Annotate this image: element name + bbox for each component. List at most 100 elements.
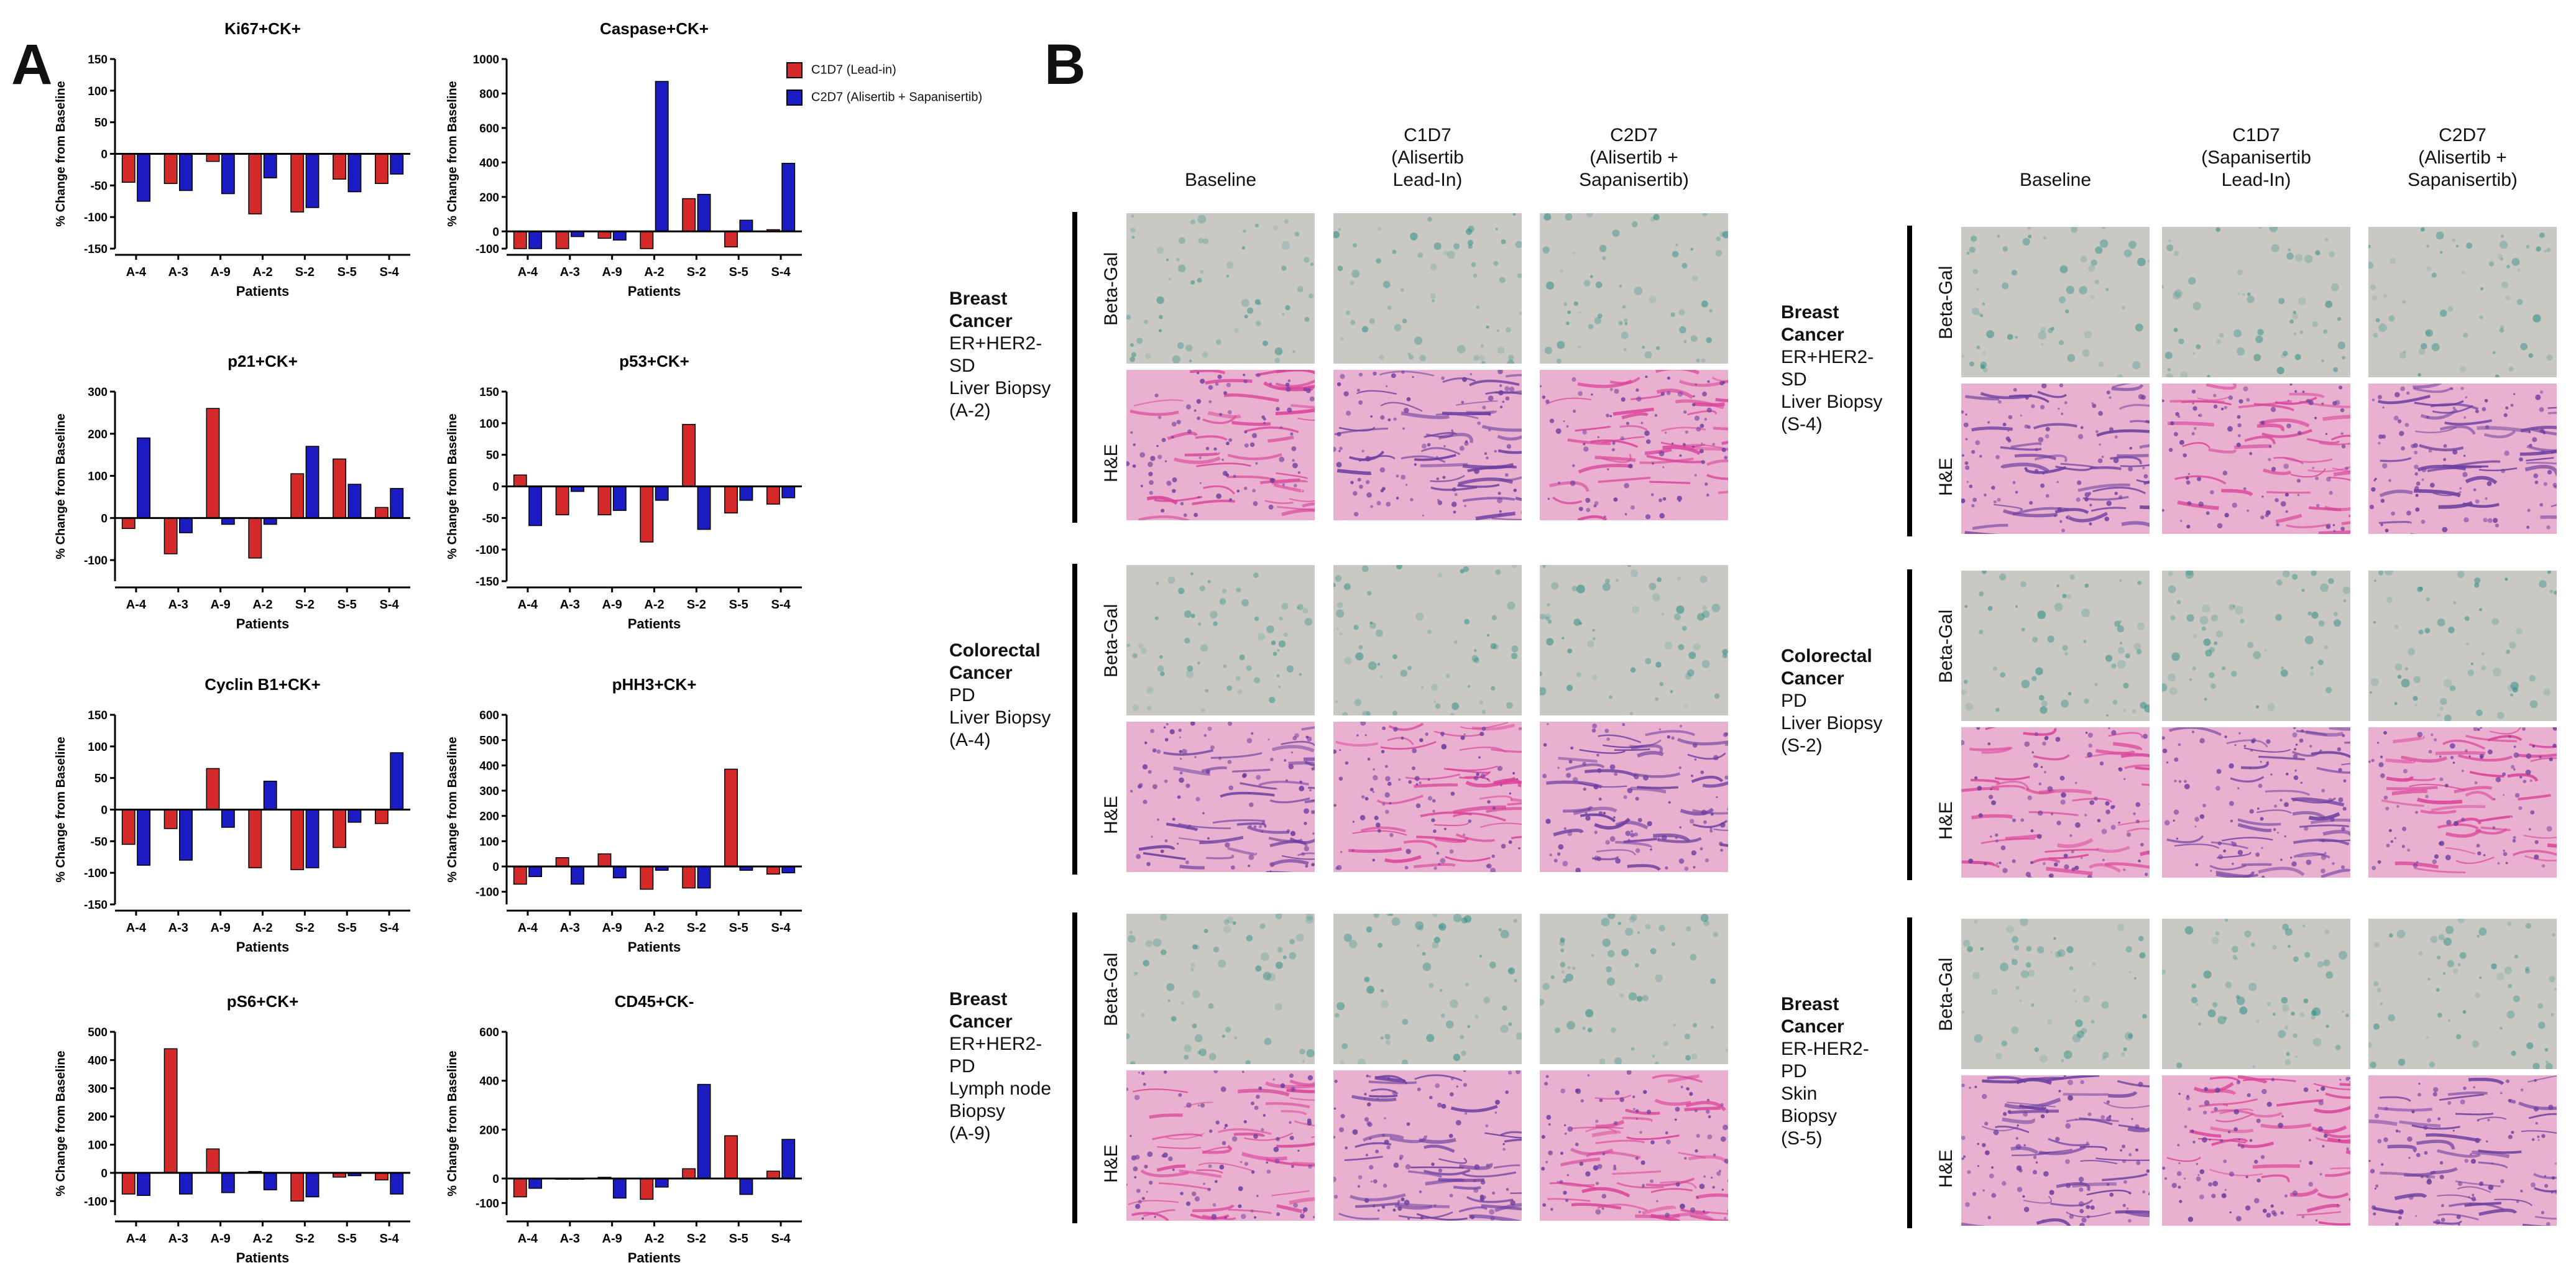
group-label: Colorectal Cancer PD Liver Biopsy (S-2) <box>1781 645 1899 757</box>
bar-c2d7 <box>179 517 193 533</box>
bar-c2d7 <box>528 1178 543 1189</box>
bar-c1d7 <box>640 866 654 890</box>
group-bracket <box>1907 569 1912 880</box>
bar-c2d7 <box>390 488 404 519</box>
bar-c2d7 <box>263 153 277 178</box>
x-tick-label: S-2 <box>295 921 315 935</box>
x-tick-label: S-5 <box>338 921 357 935</box>
y-tick-label: 100 <box>88 85 108 98</box>
group-detail: SD <box>1781 369 1807 390</box>
group-detail: PD <box>949 685 975 705</box>
bar-c1d7 <box>290 153 305 213</box>
he-micrograph <box>1333 722 1522 872</box>
y-tick-label: 400 <box>479 760 499 773</box>
y-tick-label: -100 <box>476 1197 499 1210</box>
y-tick-label: 0 <box>492 226 499 239</box>
beta-gal-micrograph <box>2162 571 2350 721</box>
bar-c1d7 <box>248 153 262 214</box>
group-title: Breast Cancer <box>1781 994 1844 1037</box>
x-tick-label: A-3 <box>168 265 188 279</box>
y-tick-label: 300 <box>479 785 499 798</box>
bar-c2d7 <box>739 1178 753 1195</box>
bar-c1d7 <box>374 1172 389 1181</box>
he-micrograph <box>2162 1075 2350 1226</box>
x-tick-label: S-2 <box>295 598 315 612</box>
bar-c1d7 <box>374 809 389 824</box>
beta-gal-micrograph <box>1961 919 2150 1069</box>
x-tick-label: A-2 <box>644 921 664 935</box>
he-micrograph <box>1961 384 2150 534</box>
he-micrograph <box>1961 727 2150 878</box>
bar-c1d7 <box>682 866 696 889</box>
beta-gal-micrograph <box>1540 213 1728 364</box>
bar-c1d7 <box>206 408 220 519</box>
legend-swatch-c2d7 <box>786 90 803 106</box>
stain-label-text: H&E <box>1936 1149 1956 1188</box>
bar-c2d7 <box>305 809 320 868</box>
he-micrograph <box>2368 384 2557 534</box>
x-tick-label: A-3 <box>168 1232 188 1246</box>
x-tick-label: S-2 <box>295 265 315 279</box>
bar-c1d7 <box>724 231 738 247</box>
y-axis-label: % Change from Baseline <box>54 1050 68 1197</box>
x-tick-label: S-2 <box>687 1232 706 1246</box>
group-detail: PD <box>1781 1061 1807 1082</box>
group-title: Breast Cancer <box>949 989 1013 1032</box>
y-tick-label: 600 <box>479 709 499 722</box>
chart-p21: p21+CK+ % Change from Baseline -100 0 100 200… <box>54 352 410 632</box>
x-tick-label: A-9 <box>602 1232 622 1246</box>
group-detail: Liver Biopsy <box>949 707 1051 728</box>
bar-c2d7 <box>612 866 627 879</box>
bar-c1d7 <box>555 857 569 867</box>
bar-c2d7 <box>781 866 796 873</box>
bar-c1d7 <box>640 231 654 249</box>
x-tick-label: A-3 <box>168 921 188 935</box>
y-tick-label: 1000 <box>473 53 499 67</box>
x-tick-label: A-2 <box>252 921 272 935</box>
group-bracket <box>1072 564 1077 875</box>
he-micrograph <box>1126 722 1315 872</box>
x-tick-label: S-5 <box>729 1232 748 1246</box>
x-tick-label: S-5 <box>729 921 748 935</box>
beta-gal-micrograph <box>1961 571 2150 721</box>
bar-c1d7 <box>206 153 220 162</box>
he-micrograph <box>2162 384 2350 534</box>
bar-c2d7 <box>655 81 669 232</box>
group-bracket <box>1907 226 1912 536</box>
y-axis-label: % Change from Baseline <box>54 81 68 227</box>
bar-c1d7 <box>682 424 696 487</box>
x-tick-label: A-3 <box>560 1232 580 1246</box>
y-tick-label: 200 <box>479 1124 499 1137</box>
y-tick-label: 300 <box>88 386 108 399</box>
stain-label-text: Beta-Gal <box>1101 952 1121 1026</box>
x-axis-label: Patients <box>628 616 681 632</box>
y-tick-label: 150 <box>88 53 108 67</box>
chart-title: Ki67+CK+ <box>224 19 301 38</box>
x-tick-label: A-9 <box>211 921 231 935</box>
legend: C1D7 (Lead-in) C2D7 (Alisertib + Sapanis… <box>786 62 1023 112</box>
y-tick-label: 600 <box>479 122 499 136</box>
bar-c2d7 <box>697 193 711 232</box>
x-tick-label: S-2 <box>687 921 706 935</box>
bar-c2d7 <box>612 1178 627 1199</box>
x-tick-label: A-2 <box>252 265 272 279</box>
group-detail: Biopsy <box>949 1101 1006 1121</box>
x-tick-label: S-5 <box>338 265 357 279</box>
column-header: C1D7 (Alisertib Lead-In) <box>1391 125 1464 190</box>
bar-c1d7 <box>163 1048 178 1174</box>
stain-label-text: H&E <box>1101 796 1121 834</box>
bar-c1d7 <box>290 1172 305 1202</box>
y-axis-label: % Change from Baseline <box>446 1050 459 1197</box>
he-micrograph <box>1540 722 1728 872</box>
bar-c2d7 <box>390 153 404 175</box>
bar-c1d7 <box>374 153 389 185</box>
y-tick-label: 400 <box>479 1075 499 1088</box>
stain-label-text: H&E <box>1101 444 1121 482</box>
x-tick-label: S-4 <box>380 598 400 612</box>
bar-c1d7 <box>513 866 527 885</box>
x-tick-label: A-2 <box>644 1232 664 1246</box>
bar-c2d7 <box>612 485 627 511</box>
bar-c1d7 <box>766 1170 780 1179</box>
x-tick-label: S-4 <box>771 1232 791 1246</box>
group-title: Breast Cancer <box>1781 302 1844 345</box>
